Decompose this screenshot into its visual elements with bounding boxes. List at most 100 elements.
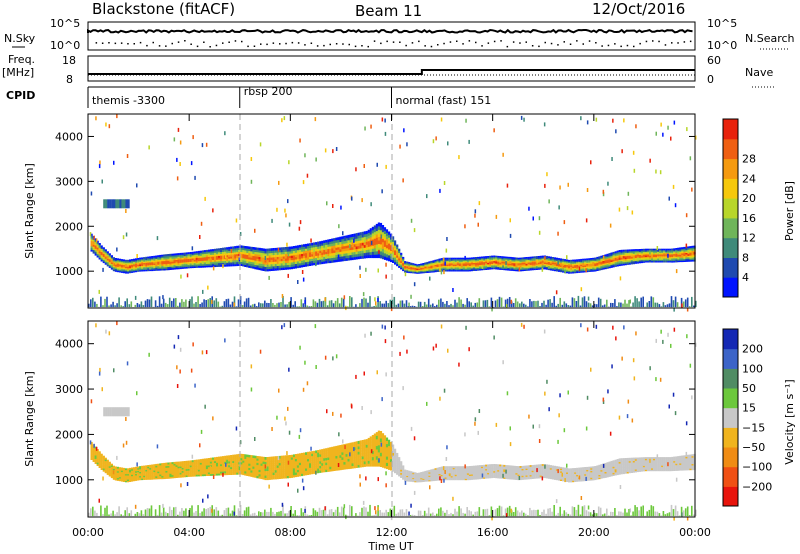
power-echo-cell xyxy=(325,244,328,248)
nsearch-dot xyxy=(449,41,452,43)
power-echo-cell xyxy=(201,260,204,263)
power-echo-cell xyxy=(149,264,152,267)
power-echo-cell xyxy=(582,264,585,266)
velocity-echo-cell xyxy=(163,473,166,476)
power-echo-cell xyxy=(442,268,445,271)
velocity-echo-cell xyxy=(256,464,259,468)
power-noise-dot xyxy=(304,153,306,158)
power-echo-cell xyxy=(159,267,162,270)
power-echo-cell xyxy=(179,254,182,257)
power-noise-dot xyxy=(162,295,164,300)
velocity-echo-cell xyxy=(165,475,168,478)
power-echo-cell xyxy=(232,260,235,263)
power-noise-dot xyxy=(239,232,242,236)
velocity-echo-cell xyxy=(214,469,217,473)
power-echo-cell xyxy=(456,265,459,268)
power-echo-cell xyxy=(505,266,508,268)
velocity-echo-cell xyxy=(292,472,296,476)
velocity-echo-cell xyxy=(165,472,168,475)
power-echo-cell xyxy=(343,240,346,244)
nsearch-dot xyxy=(209,46,211,48)
nave-tick-bottom: 0 xyxy=(707,73,714,86)
velocity-echo-cell xyxy=(205,467,209,470)
power-ground-scatter xyxy=(423,301,426,308)
velocity-echo-cell xyxy=(309,469,312,473)
power-echo-cell xyxy=(155,268,158,271)
power-echo-cell xyxy=(553,261,557,264)
velocity-echo-cell xyxy=(214,473,217,476)
power-echo-cell xyxy=(143,265,146,268)
power-echo-cell xyxy=(564,265,567,268)
power-echo-cell xyxy=(436,266,439,269)
power-echo-cell xyxy=(400,265,403,268)
power-echo-cell xyxy=(349,242,352,245)
power-echo-cell xyxy=(199,264,202,267)
velocity-echo-cell xyxy=(222,459,225,463)
velocity-echo-cell xyxy=(327,454,330,458)
power-ground-scatter xyxy=(193,303,195,308)
power-echo-cell xyxy=(539,255,542,258)
power-echo-cell xyxy=(106,258,109,261)
power-echo-cell xyxy=(375,234,378,238)
power-noise-dot xyxy=(125,209,127,213)
power-echo-cell xyxy=(493,264,496,267)
power-echo-cell xyxy=(667,258,670,260)
power-echo-cell xyxy=(278,252,281,255)
power-echo-cell xyxy=(606,255,609,258)
power-echo-cell xyxy=(588,267,591,270)
power-echo-cell xyxy=(124,259,128,262)
power-echo-cell xyxy=(191,258,194,261)
power-echo-cell xyxy=(517,259,520,261)
velocity-echo-cell xyxy=(341,459,344,463)
power-echo-cell xyxy=(373,231,376,236)
velocity-echo-cell xyxy=(228,468,231,472)
power-echo-cell xyxy=(307,263,310,267)
power-echo-cell xyxy=(167,266,170,269)
power-echo-cell xyxy=(412,264,415,266)
velocity-echo-cell xyxy=(141,474,144,476)
velocity-echo-cell xyxy=(323,467,326,470)
velocity-echo-cell xyxy=(209,457,213,460)
power-echo-cell xyxy=(238,263,241,266)
power-ground-scatter xyxy=(559,297,561,308)
power-echo-cell xyxy=(450,268,453,271)
power-echo-cell xyxy=(616,264,619,267)
power-echo-cell xyxy=(612,264,615,266)
power-noise-dot xyxy=(105,122,107,127)
power-echo-cell xyxy=(177,256,180,259)
velocity-echo-cell xyxy=(303,454,306,458)
velocity-echo-cell xyxy=(226,472,229,476)
power-noise-dot xyxy=(148,145,150,150)
power-echo-cell xyxy=(614,265,617,267)
power-echo-cell xyxy=(687,252,690,255)
power-echo-cell xyxy=(294,250,298,253)
velocity-echo-cell xyxy=(177,474,180,477)
power-echo-cell xyxy=(673,255,676,257)
velocity-echo-cell xyxy=(141,471,144,474)
power-echo-cell xyxy=(632,256,635,259)
velocity-echo-cell xyxy=(163,475,166,478)
nsearch-dot xyxy=(493,40,496,43)
velocity-echo-cell xyxy=(313,459,316,463)
velocity-echo-cell xyxy=(122,477,126,480)
velocity-echo-cell xyxy=(294,458,298,462)
velocity-echo-cell xyxy=(325,459,328,463)
velocity-echo-cell xyxy=(248,471,251,475)
power-echo-cell xyxy=(410,264,413,267)
velocity-echo-cell xyxy=(131,479,134,482)
power-echo-cell xyxy=(347,252,350,256)
power-echo-cell xyxy=(460,268,463,271)
power-echo-cell xyxy=(246,260,249,264)
power-echo-cell xyxy=(141,261,144,264)
power-echo-cell xyxy=(264,250,267,254)
power-noise-dot xyxy=(254,228,256,233)
power-echo-cell xyxy=(381,248,385,253)
power-echo-cell xyxy=(513,264,516,266)
velocity-echo-cell xyxy=(149,467,152,470)
power-echo-cell xyxy=(278,249,281,253)
power-echo-cell xyxy=(165,262,168,265)
power-echo-cell xyxy=(533,267,536,269)
power-echo-cell xyxy=(683,251,686,254)
velocity-echo-cell xyxy=(104,465,107,468)
velocity-echo-cell xyxy=(296,455,300,459)
